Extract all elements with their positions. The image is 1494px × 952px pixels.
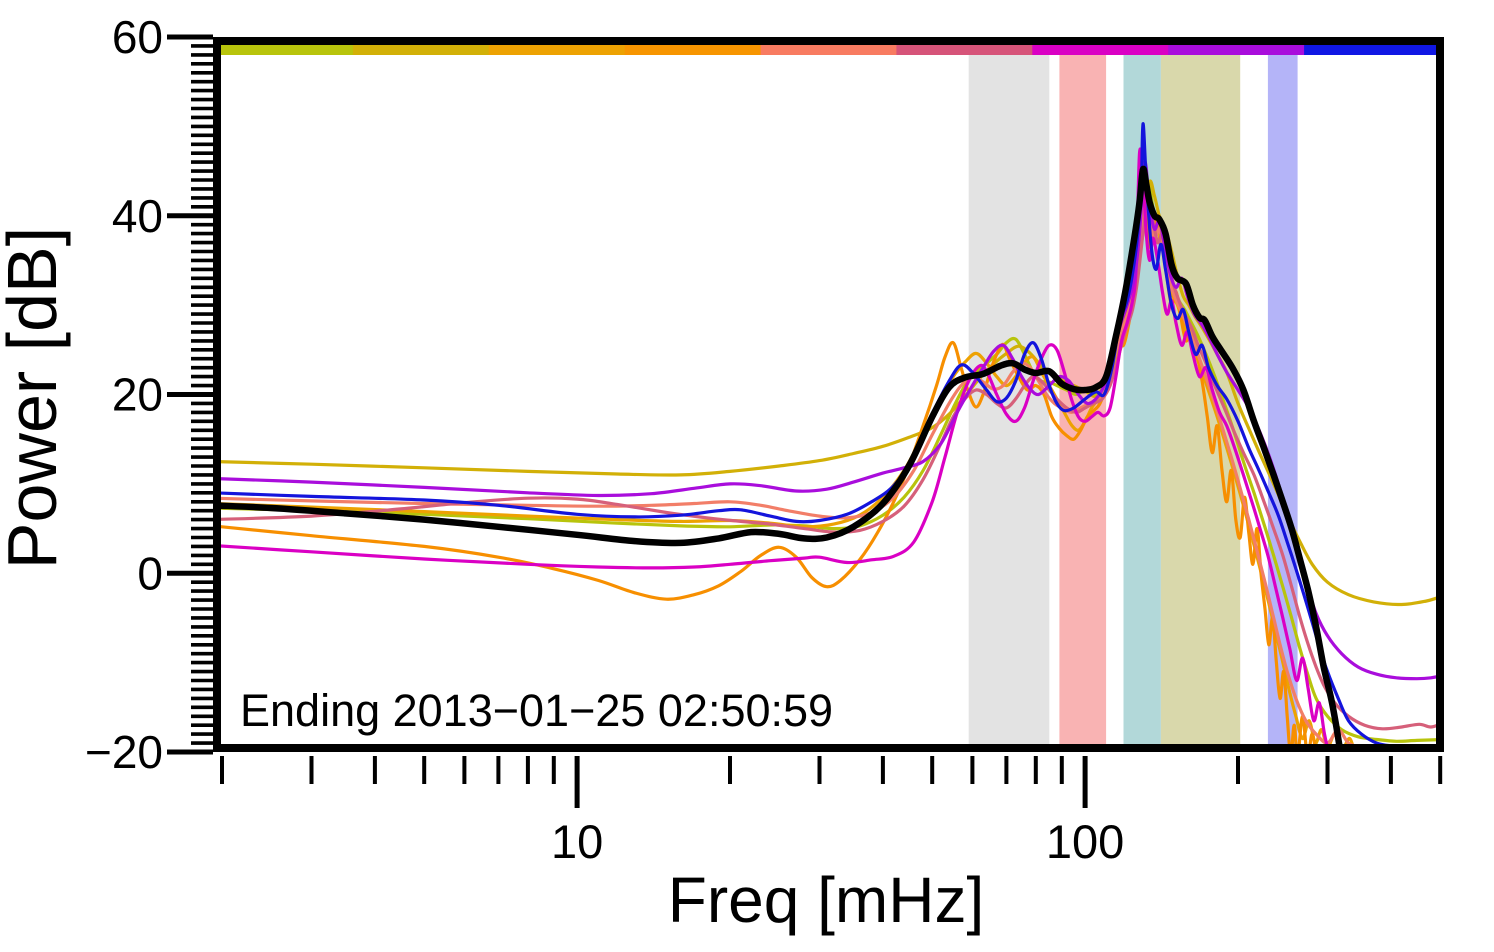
axis-ticks <box>167 34 1443 808</box>
x-axis-title: Freq [mHz] <box>668 864 984 936</box>
band-lavender <box>1267 53 1298 748</box>
colorbar-segment-5 <box>760 44 898 55</box>
spectrum-mean-black <box>217 165 1344 748</box>
spectrum-purple <box>217 160 1440 681</box>
y-tick-label-0: 0 <box>137 547 163 599</box>
plot-frame <box>213 37 1444 752</box>
time-segment-colorbar <box>217 44 1441 55</box>
y-tick-label-60: 60 <box>112 11 163 63</box>
spectra-curves <box>217 122 1440 748</box>
colorbar-segment-4 <box>624 44 762 55</box>
y-tick-label-40: 40 <box>112 190 163 242</box>
x-tick-label-10: 10 <box>551 815 603 868</box>
axis-tick-labels: −20 0 20 40 60 10 100 <box>85 11 1124 868</box>
colorbar-segment-6 <box>896 44 1033 55</box>
colorbar-segment-7 <box>1032 44 1169 55</box>
colorbar-segment-9 <box>1304 44 1441 55</box>
ending-timestamp-annotation: Ending 2013−01−25 02:50:59 <box>240 685 833 736</box>
colorbar-segment-2 <box>352 44 490 55</box>
y-tick-label-20: 20 <box>112 369 163 421</box>
colorbar-segment-3 <box>488 44 626 55</box>
y-tick-label-−20: −20 <box>85 726 163 778</box>
x-tick-label-100: 100 <box>1046 815 1124 868</box>
spectrum-yellow-green <box>217 182 1440 743</box>
colorbar-segment-1 <box>217 44 354 55</box>
colorbar-segment-8 <box>1168 44 1305 55</box>
spectrum-magenta <box>217 147 1330 748</box>
y-axis-title: Power [dB] <box>0 227 71 569</box>
